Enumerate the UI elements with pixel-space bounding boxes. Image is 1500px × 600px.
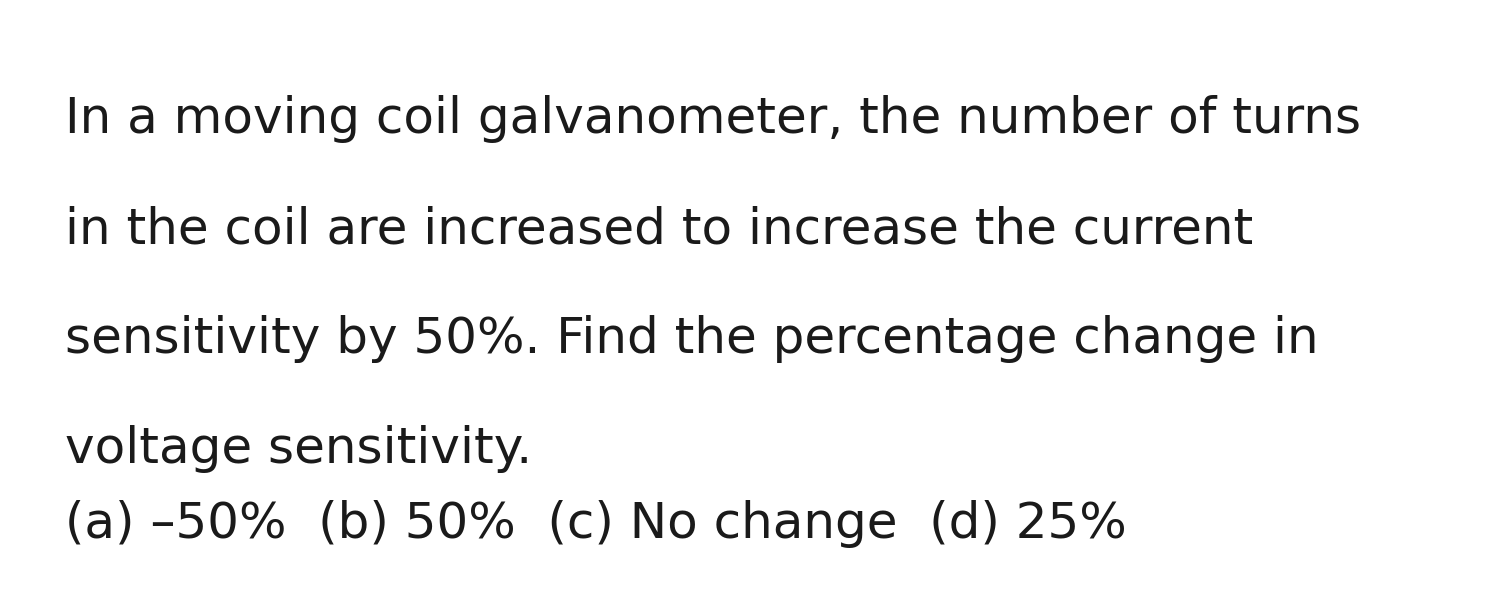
Text: voltage sensitivity.: voltage sensitivity. [64, 425, 532, 473]
Text: In a moving coil galvanometer, the number of turns: In a moving coil galvanometer, the numbe… [64, 95, 1360, 143]
Text: sensitivity by 50%. Find the percentage change in: sensitivity by 50%. Find the percentage … [64, 315, 1318, 363]
Text: (a) –50%  (b) 50%  (c) No change  (d) 25%: (a) –50% (b) 50% (c) No change (d) 25% [64, 500, 1126, 548]
Text: in the coil are increased to increase the current: in the coil are increased to increase th… [64, 205, 1254, 253]
